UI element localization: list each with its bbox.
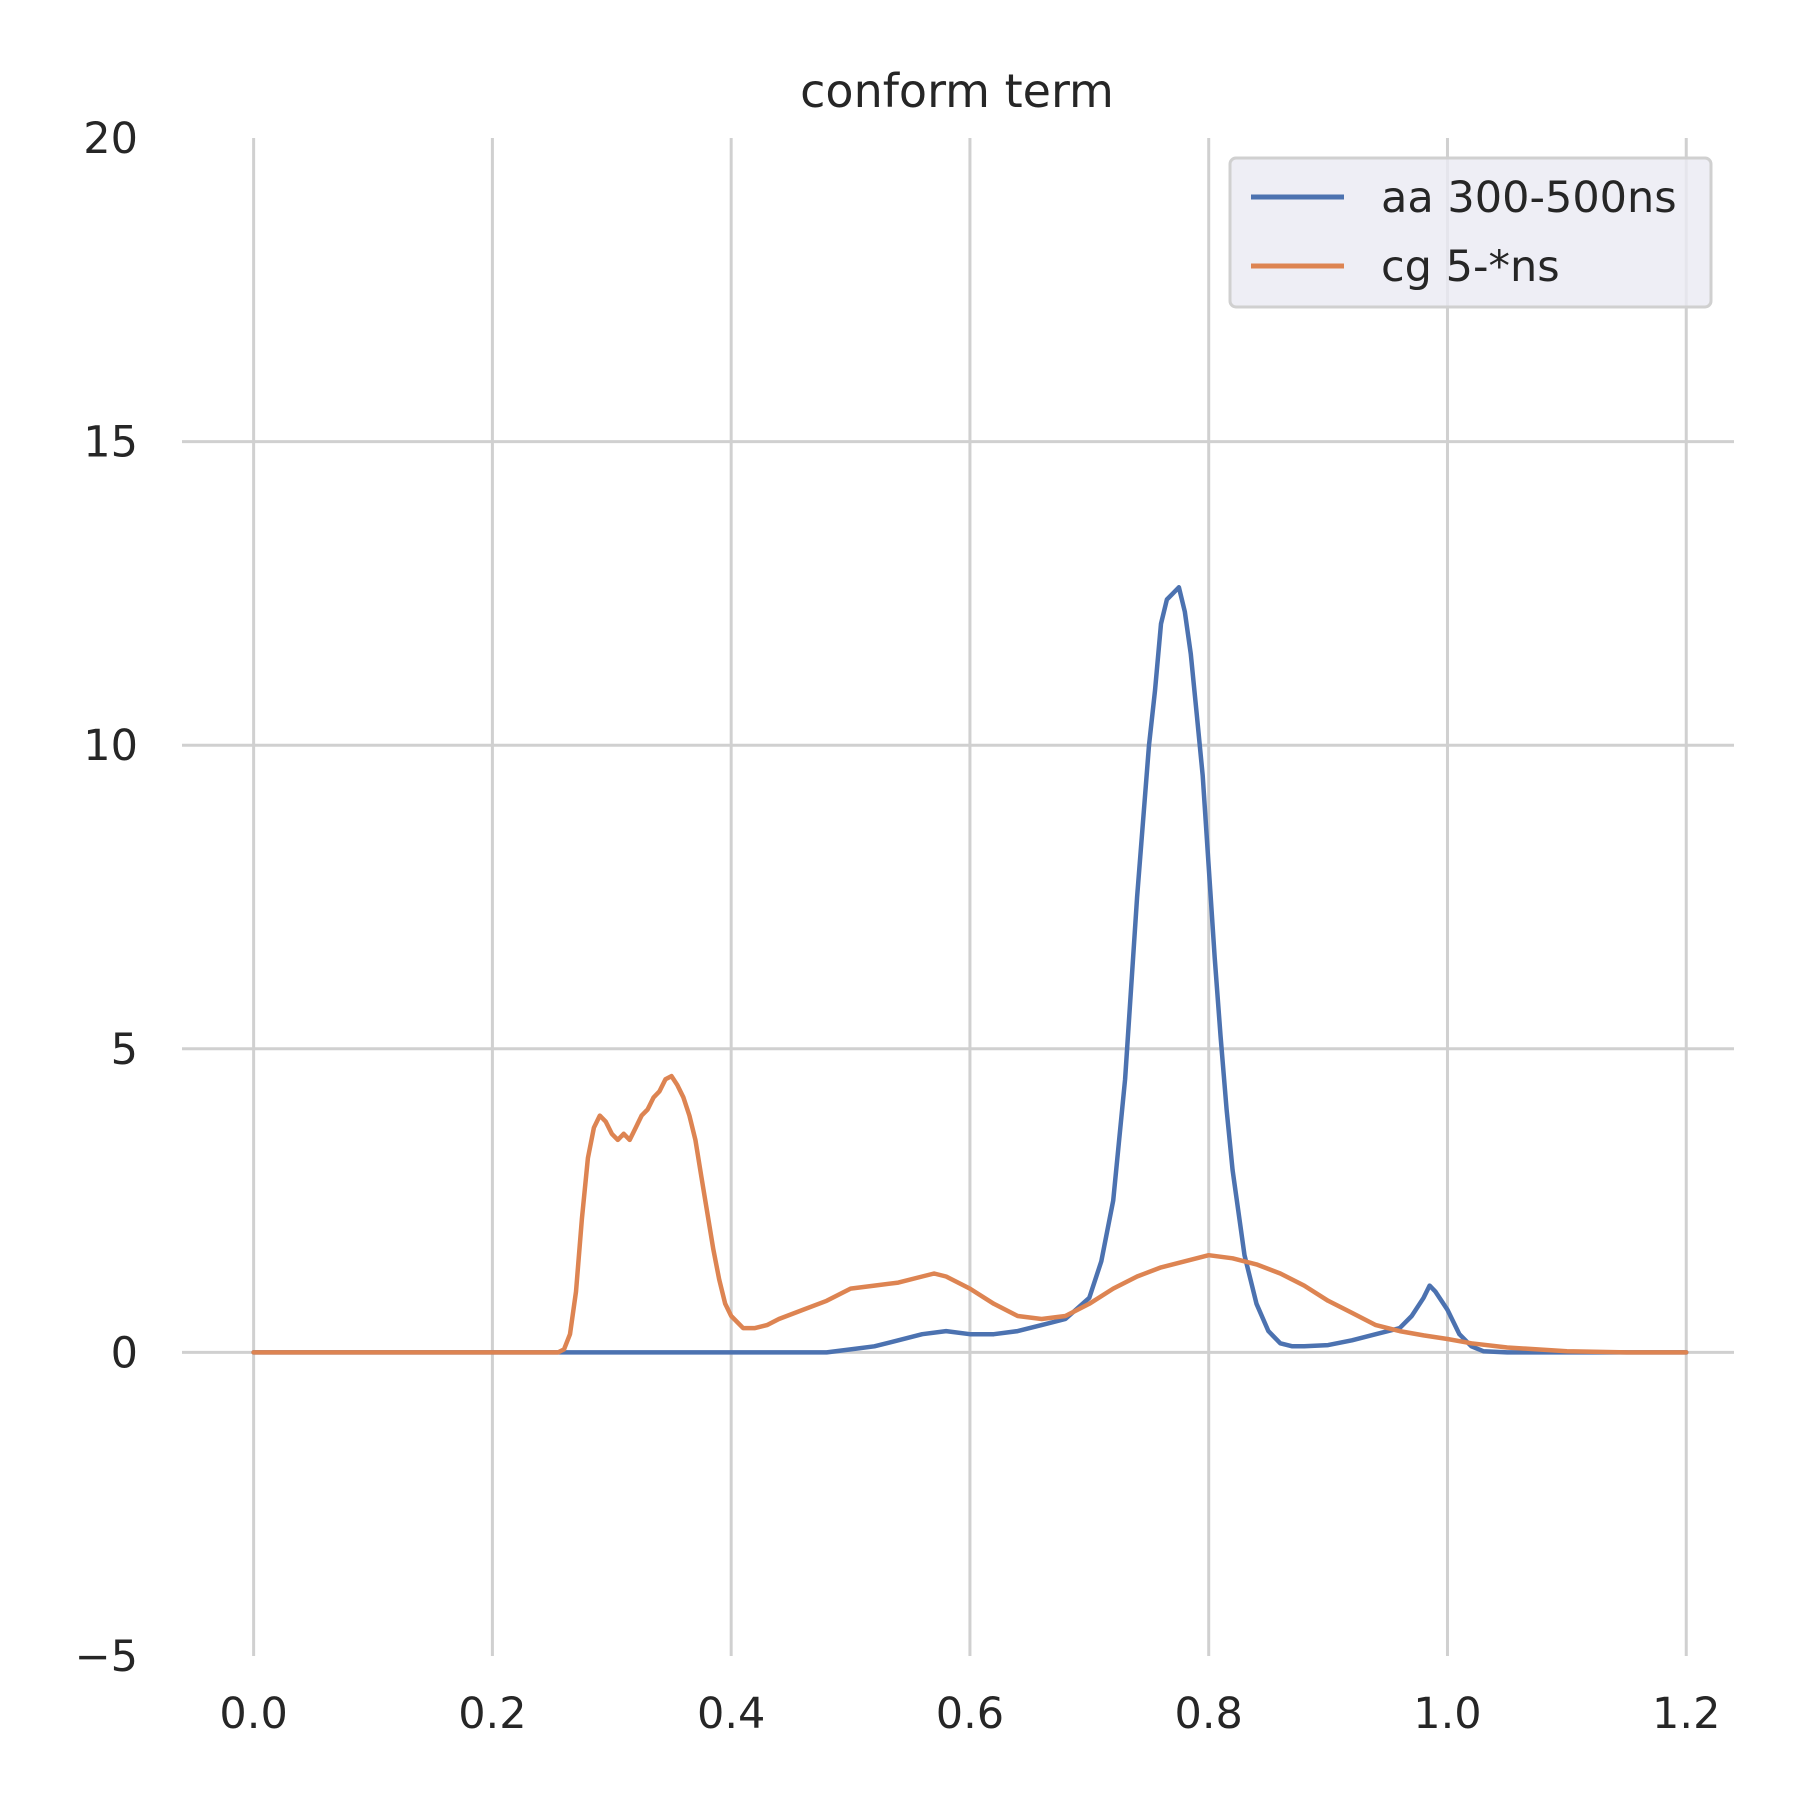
x-tick-label: 1.0 bbox=[1413, 1689, 1481, 1739]
x-tick-label: 0.0 bbox=[219, 1689, 287, 1739]
legend: aa 300-500ns cg 5-*ns bbox=[1228, 156, 1713, 309]
x-axis-ticks: 0.0 0.2 0.4 0.6 0.8 1.0 1.2 bbox=[219, 1689, 1720, 1739]
y-tick-label: 15 bbox=[83, 418, 138, 468]
series-lines bbox=[251, 585, 1689, 1355]
y-axis-ticks: −5 0 5 10 15 20 bbox=[75, 114, 138, 1682]
legend-label: cg 5-*ns bbox=[1381, 242, 1560, 292]
y-tick-label: 10 bbox=[83, 721, 138, 771]
y-tick-label: 20 bbox=[83, 114, 138, 164]
x-tick-label: 0.6 bbox=[936, 1689, 1004, 1739]
x-tick-label: 0.2 bbox=[458, 1689, 526, 1739]
x-tick-label: 0.4 bbox=[697, 1689, 765, 1739]
legend-label: aa 300-500ns bbox=[1381, 173, 1677, 223]
legend-box bbox=[1228, 156, 1713, 309]
x-tick-label: 0.8 bbox=[1175, 1689, 1243, 1739]
series-line-1 bbox=[251, 585, 1689, 1355]
chart-title: conform term bbox=[800, 64, 1114, 118]
x-tick-label: 1.2 bbox=[1652, 1689, 1720, 1739]
legend-entries: aa 300-500ns cg 5-*ns bbox=[1251, 173, 1677, 292]
series-line-2 bbox=[251, 1073, 1689, 1355]
y-tick-label: 5 bbox=[111, 1025, 138, 1075]
grid bbox=[182, 138, 1734, 1656]
y-tick-label: 0 bbox=[111, 1328, 138, 1378]
y-tick-label: −5 bbox=[75, 1632, 138, 1682]
